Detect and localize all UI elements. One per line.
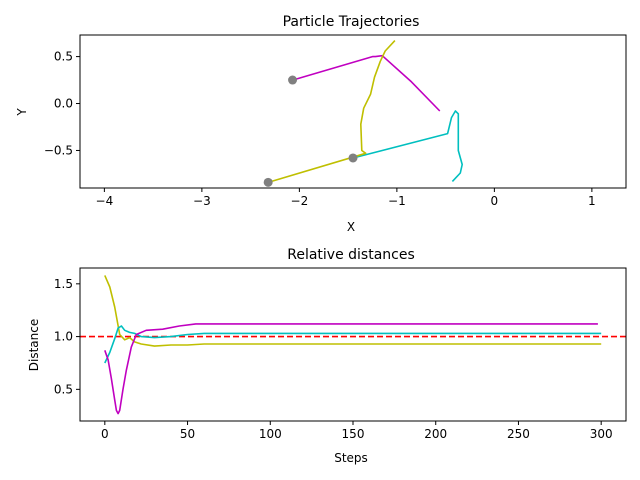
distances-x-tick-label: 50 (180, 427, 195, 441)
distances-x-tick-label: 150 (342, 427, 365, 441)
trajectories-y-tick-label: 0.0 (54, 97, 73, 111)
trajectories-x-tick-label: 0 (491, 194, 499, 208)
distances-title: Relative distances (287, 247, 415, 263)
trajectories-frame (79, 34, 627, 189)
trajectories-y-tick-label: −0.5 (44, 143, 73, 157)
distances-x-tick-label: 100 (259, 427, 282, 441)
distances-series-line (104, 275, 602, 347)
distances-x-axis-label: Steps (334, 451, 368, 465)
distances-series-line (104, 323, 598, 415)
distances-y-axis-label: Distance (27, 319, 41, 371)
trajectories-x-tick-label: −4 (96, 194, 114, 208)
trajectories-start-marker (263, 177, 273, 187)
trajectories-chart: Particle Trajectories X Y −4 −3 −2 −1 0 1 −0.5… (15, 14, 627, 234)
distances-x-tick-label: 200 (424, 427, 447, 441)
trajectories-plot-area (263, 40, 463, 187)
trajectories-x-tick-label: 1 (588, 194, 596, 208)
trajectories-start-marker (288, 75, 298, 85)
trajectories-start-marker (348, 153, 358, 163)
trajectories-series-line (292, 54, 441, 112)
trajectories-x-tick-label: −3 (193, 194, 211, 208)
distances-x-tick-label: 0 (101, 427, 109, 441)
trajectories-x-tick-label: −1 (388, 194, 406, 208)
distances-y-tick-label: 1.0 (54, 330, 73, 344)
trajectories-y-tick-label: 0.5 (54, 50, 73, 64)
trajectories-series-line (267, 40, 396, 184)
distances-plot-area (80, 275, 626, 415)
distances-chart: Relative distances Steps Distance 0 50 100… (27, 247, 627, 465)
distances-y-tick-label: 1.5 (54, 277, 73, 291)
distances-x-tick-label: 300 (590, 427, 613, 441)
distances-series-line (104, 325, 602, 364)
trajectories-y-axis-label: Y (15, 108, 29, 117)
trajectories-series-line (352, 110, 463, 182)
trajectories-x-axis-label: X (347, 220, 355, 234)
distances-y-tick-label: 0.5 (54, 382, 73, 396)
trajectories-x-tick-label: −2 (291, 194, 309, 208)
trajectories-title: Particle Trajectories (283, 14, 420, 30)
distances-x-tick-label: 250 (507, 427, 530, 441)
